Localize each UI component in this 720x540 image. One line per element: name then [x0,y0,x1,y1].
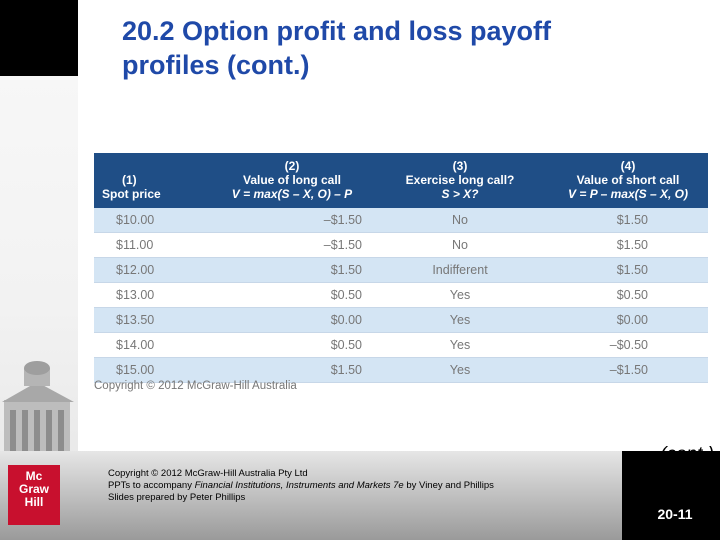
cell-spot: $12.00 [116,263,155,277]
table-row: $13.50 $0.00 Yes $0.00 [94,307,708,333]
mcgraw-hill-logo: Mc Graw Hill [8,465,60,525]
cell-long: $0.50 [330,338,362,352]
slide-number: 20-11 [657,506,693,522]
table-copyright: Copyright © 2012 McGraw-Hill Australia [94,380,297,392]
table-row: $14.00 $0.50 Yes –$0.50 [94,332,708,358]
cell-long: $0.00 [330,313,362,327]
header-long-call: (2) Value of long call V = max(S – X, O)… [231,159,353,201]
cell-short: $0.00 [616,313,648,327]
header-short-call: (4) Value of short call V = P – max(S – … [568,159,688,201]
cell-spot: $15.00 [116,363,155,377]
header-exercise: (3) Exercise long call? S > X? [405,159,515,201]
cell-short: $0.50 [616,288,648,302]
cell-exercise: No [452,213,468,227]
title-line-1: 20.2 Option profit and loss payoff [122,16,552,46]
cell-exercise: Yes [449,313,471,327]
cell-spot: $11.00 [116,238,154,252]
title-line-2: profiles (cont.) [122,50,310,80]
footer-bar: Mc Graw Hill Copyright © 2012 McGraw-Hil… [0,451,720,540]
header-spot-price: (1) Spot price [102,173,161,201]
cell-long: –$1.50 [323,213,362,227]
table-header-row: (1) Spot price (2) Value of long call V … [94,153,708,208]
corner-black-block [0,0,78,76]
footer-ppt-credit: PPTs to accompany Financial Institutions… [108,480,494,491]
cell-exercise: Indifferent [432,263,488,277]
left-decor-strip [0,0,78,460]
cell-short: –$1.50 [609,363,648,377]
cell-spot: $14.00 [116,338,155,352]
cell-exercise: Yes [449,363,471,377]
cell-exercise: No [452,238,468,252]
table-row: $13.00 $0.50 Yes $0.50 [94,282,708,308]
footer-black-block [622,451,720,540]
cell-short: $1.50 [616,213,648,227]
cell-exercise: Yes [449,338,471,352]
cell-spot: $13.50 [116,313,155,327]
cell-spot: $13.00 [116,288,155,302]
footer-gray-band [0,451,622,540]
table-row: $10.00 –$1.50 No $1.50 [94,208,708,233]
cell-spot: $10.00 [116,213,155,227]
footer-slides-credit: Slides prepared by Peter Phillips [108,492,246,503]
cell-long: $0.50 [330,288,362,302]
cell-short: $1.50 [616,238,648,252]
building-illustration [2,361,74,460]
table-row: $12.00 $1.50 Indifferent $1.50 [94,257,708,283]
cell-long: –$1.50 [323,238,362,252]
cell-long: $1.50 [330,363,362,377]
table-row: $11.00 –$1.50 No $1.50 [94,232,708,258]
footer-credits: Copyright © 2012 McGraw-Hill Australia P… [108,468,494,504]
payoff-table: (1) Spot price (2) Value of long call V … [94,153,708,383]
cell-short: –$0.50 [609,338,648,352]
slide-title: 20.2 Option profit and loss payoff profi… [122,14,682,82]
cell-long: $1.50 [330,263,362,277]
cell-exercise: Yes [449,288,471,302]
cell-short: $1.50 [616,263,648,277]
payoff-table-container: (1) Spot price (2) Value of long call V … [94,153,708,383]
footer-copyright: Copyright © 2012 McGraw-Hill Australia P… [108,468,308,479]
table-row: $15.00 $1.50 Yes –$1.50 [94,357,708,383]
